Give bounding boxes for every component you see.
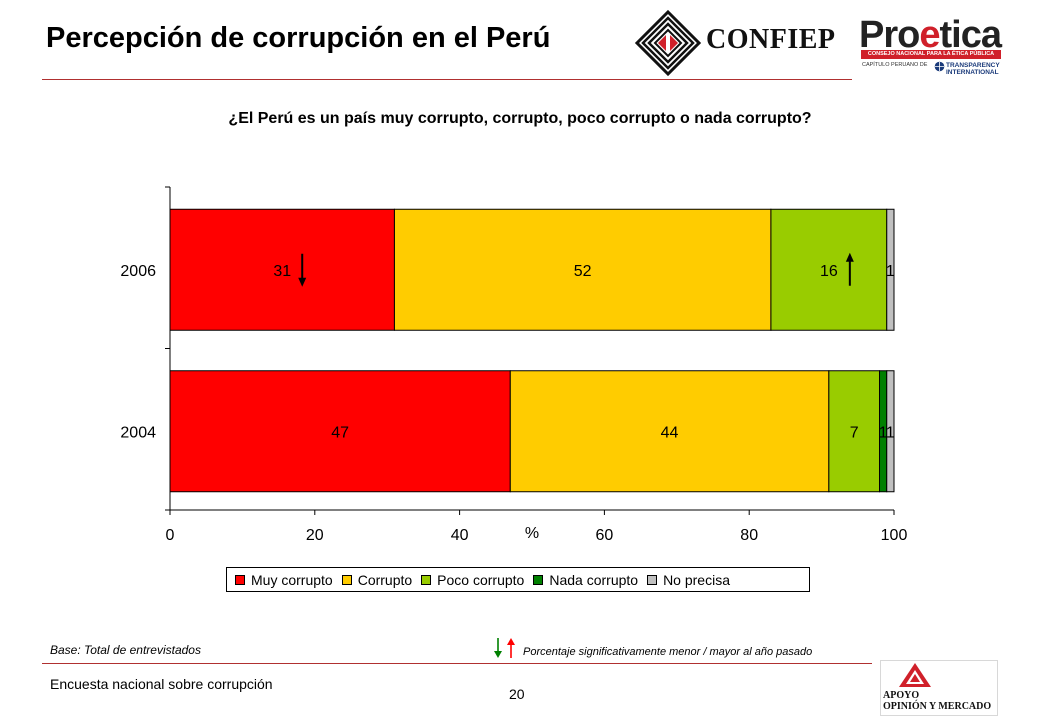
footer-divider: [42, 663, 872, 664]
x-axis-label: %: [525, 525, 539, 542]
significance-arrows-key: [494, 638, 515, 658]
legend-swatch: [533, 574, 544, 585]
legend-label: Poco corrupto: [437, 571, 525, 588]
legend-item: Poco corrupto: [421, 572, 524, 588]
bar-segment: [770, 208, 888, 331]
chart-legend: Muy corrupto Corrupto Poco corrupto Nada co…: [226, 567, 810, 592]
chart-question: ¿El Perú es un país muy corrupto, corrup…: [228, 110, 812, 127]
globe-icon: [934, 61, 945, 72]
data-label: 52: [574, 263, 592, 280]
data-label: 47: [331, 424, 349, 441]
legend-swatch: [341, 574, 352, 585]
significance-arrow-up-head: [845, 252, 854, 262]
confiep-logo: [634, 9, 702, 77]
bar-segment: [886, 208, 895, 331]
proetica-subtitle: CONSEJO NACIONAL PARA LA ÉTICA PÚBLICA: [861, 50, 1001, 59]
data-label: 1: [879, 424, 888, 441]
proetica-logo: Proetica: [859, 14, 1002, 56]
category-label: 2006: [120, 263, 156, 280]
page-number: 20: [509, 686, 525, 702]
x-tick-label: 100: [881, 527, 908, 544]
data-label: 1: [886, 424, 895, 441]
data-label: 44: [661, 424, 679, 441]
x-tick-label: 80: [740, 527, 758, 544]
x-tick-label: 0: [166, 527, 175, 544]
legend-item: Nada corrupto: [533, 572, 638, 588]
data-label: 31: [273, 263, 291, 280]
data-label: 7: [850, 424, 859, 441]
legend-label: Corrupto: [357, 571, 413, 588]
bar-segment: [828, 370, 881, 493]
significance-note: Porcentaje significativamente menor / ma…: [523, 646, 813, 658]
bar-segment: [169, 370, 511, 493]
page-title: Percepción de corrupción en el Perú: [46, 22, 551, 54]
data-label: 1: [886, 263, 895, 280]
legend-swatch: [235, 574, 245, 585]
legend-item: No precisa: [647, 572, 730, 588]
x-tick-label: 60: [596, 527, 614, 544]
base-note: Base: Total de entrevistados: [50, 643, 201, 657]
legend-item: Muy corrupto: [235, 572, 333, 588]
data-label: 16: [820, 263, 838, 280]
legend-label: No precisa: [663, 571, 730, 588]
legend-item: Corrupto: [341, 571, 413, 588]
confiep-logo-text: CONFIEP: [706, 24, 836, 55]
apoyo-logo-text: APOYO OPINIÓN Y MERCADO: [883, 690, 992, 712]
proetica-chapter: CAPÍTULO PERUANO DE: [862, 62, 928, 68]
bar-segment: [169, 208, 395, 331]
legend-swatch: [421, 574, 432, 585]
transparency-international-logo: TRANSPARENCY INTERNATIONAL: [946, 62, 1000, 76]
legend-label: Muy corrupto: [251, 571, 333, 588]
apoyo-logo-mark: [899, 663, 931, 687]
legend-label: Nada corrupto: [549, 571, 639, 588]
apoyo-logo: [880, 660, 998, 716]
x-tick-label: 40: [451, 527, 469, 544]
significance-arrow-down-head: [298, 277, 307, 287]
bar-segment: [509, 370, 830, 493]
header-divider: [42, 79, 852, 80]
legend-swatch: [647, 574, 658, 585]
bar-segment: [886, 370, 895, 493]
category-label: 2004: [120, 424, 156, 441]
x-tick-label: 20: [306, 527, 324, 544]
bar-segment: [393, 208, 772, 331]
survey-name: Encuesta nacional sobre corrupción: [50, 676, 273, 692]
